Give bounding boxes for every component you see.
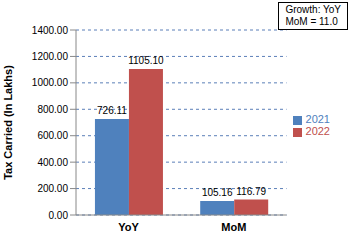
svg-text:1200.00: 1200.00 [32,51,69,62]
svg-text:MoM: MoM [221,221,246,233]
svg-text:116.79: 116.79 [236,186,266,197]
svg-text:1400.00: 1400.00 [32,25,69,36]
svg-text:0.00: 0.00 [49,210,69,221]
svg-text:400.00: 400.00 [37,157,68,168]
svg-text:105.16: 105.16 [202,187,233,198]
svg-text:YoY: YoY [118,221,139,233]
html-text:2022: 2022 [305,125,330,137]
svg-text:726.11: 726.11 [97,105,127,116]
svg-text:1105.10: 1105.10 [128,55,164,66]
svg-text:200.00: 200.00 [37,183,68,194]
html-text:Growth: YoY: Growth: YoY [285,4,341,15]
svg-text:Tax Carried (In Lakhs): Tax Carried (In Lakhs) [8,65,14,180]
html-text:2021: 2021 [305,113,330,125]
svg-text:800.00: 800.00 [37,104,68,115]
svg-text:600.00: 600.00 [37,130,68,141]
svg-text:1000.00: 1000.00 [32,77,69,88]
html-text:MoM = 11.0: MoM = 11.0 [285,16,338,27]
